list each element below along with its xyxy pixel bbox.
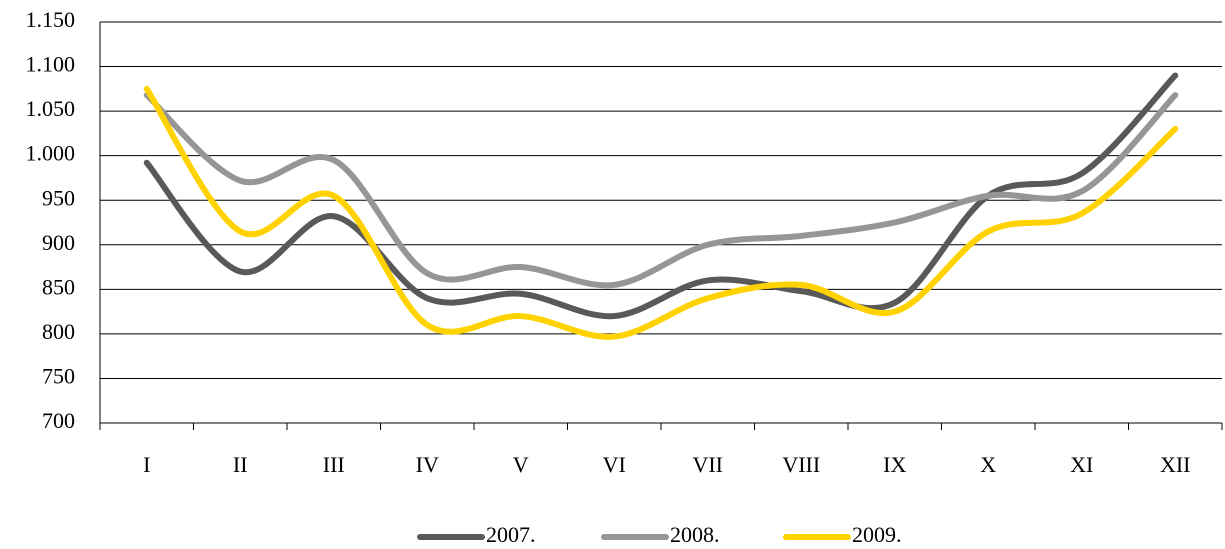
x-tick-label: IX bbox=[883, 452, 906, 477]
x-tick-label: VI bbox=[603, 452, 626, 477]
x-tick-label: XI bbox=[1070, 452, 1093, 477]
y-tick-label: 950 bbox=[42, 185, 75, 210]
y-tick-label: 700 bbox=[42, 408, 75, 433]
x-tick-label: IV bbox=[416, 452, 439, 477]
y-tick-label: 750 bbox=[42, 363, 75, 388]
y-tick-label: 1.150 bbox=[26, 7, 76, 32]
y-tick-label: 800 bbox=[42, 319, 75, 344]
x-tick-label: III bbox=[323, 452, 345, 477]
legend-label: 2008. bbox=[670, 522, 720, 547]
x-tick-label: VIII bbox=[782, 452, 820, 477]
x-tick-label: I bbox=[143, 452, 150, 477]
y-tick-label: 1.000 bbox=[26, 141, 76, 166]
series-line bbox=[143, 72, 1179, 320]
x-tick-label: II bbox=[233, 452, 248, 477]
y-tick-label: 1.050 bbox=[26, 96, 76, 121]
y-tick-label: 850 bbox=[42, 274, 75, 299]
y-tick-label: 1.100 bbox=[26, 52, 76, 77]
series-line bbox=[143, 92, 1179, 289]
x-tick-label: X bbox=[980, 452, 996, 477]
x-tick-label: XII bbox=[1160, 452, 1191, 477]
legend-label: 2009. bbox=[852, 522, 902, 547]
x-tick-label: V bbox=[513, 452, 529, 477]
series-line bbox=[143, 85, 1179, 340]
x-tick-label: VII bbox=[692, 452, 723, 477]
legend-label: 2007. bbox=[486, 522, 536, 547]
y-tick-label: 900 bbox=[42, 230, 75, 255]
